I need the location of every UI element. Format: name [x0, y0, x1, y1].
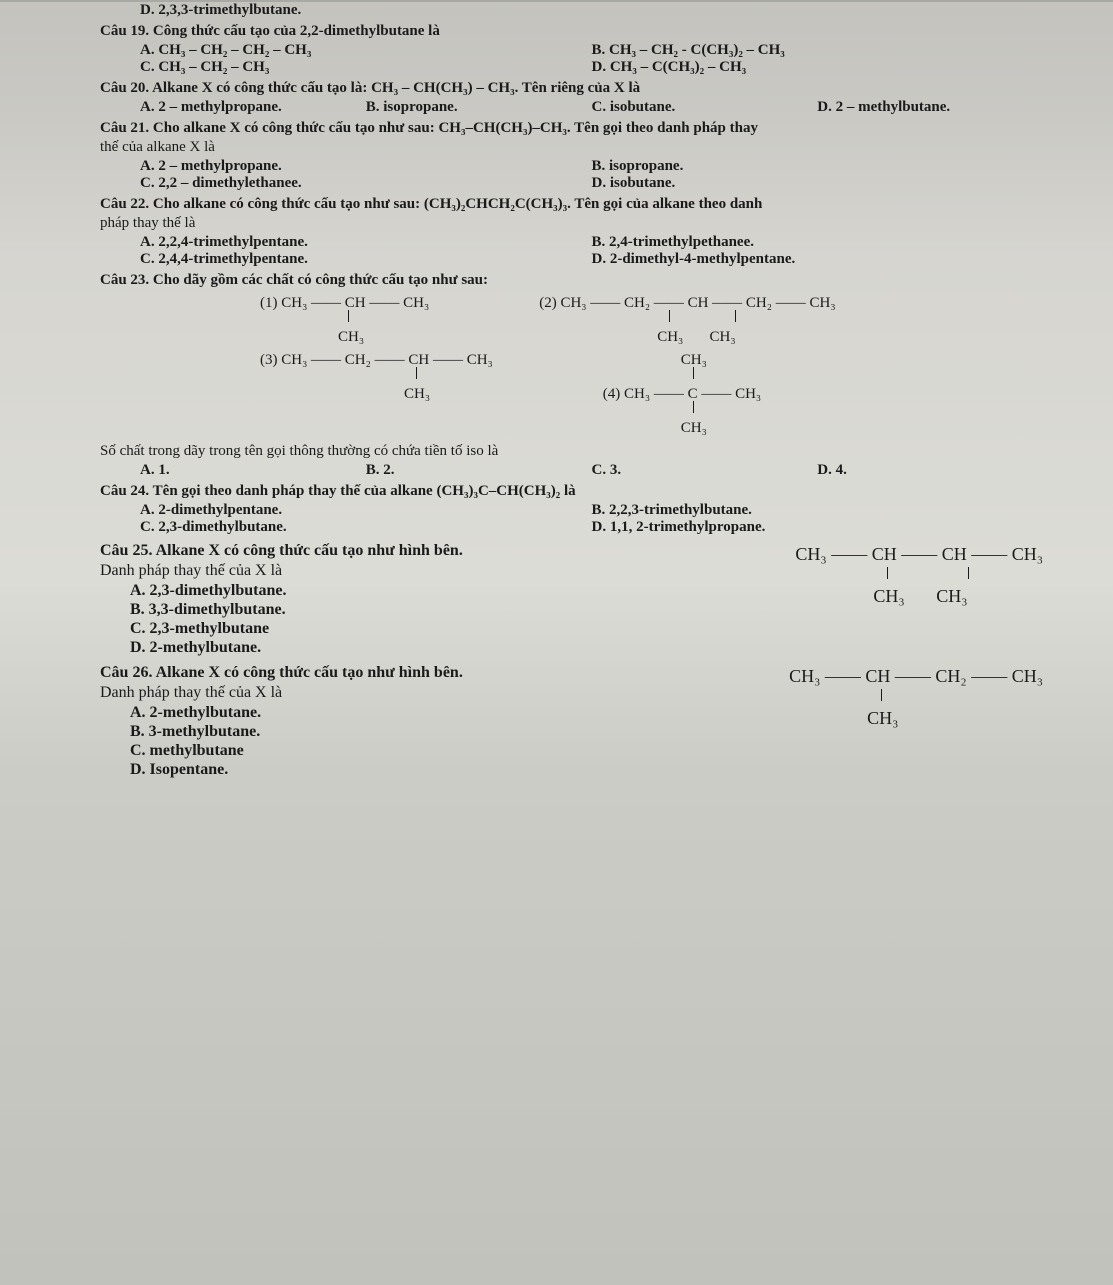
bond-tick-icon [735, 310, 737, 322]
q23-structures: (1) CH₃ —— CH —— CH₃ CH₃ (2) CH₃ —— CH₂ … [100, 295, 1043, 437]
q26-formula-branch: CH₃ [789, 708, 1043, 729]
q19-stem: Câu 19. Công thức cấu tạo của 2,2-dimeth… [100, 23, 440, 39]
q25-c: C. 2,3-methylbutane [130, 620, 269, 637]
q25-d: D. 2-methylbutane. [130, 639, 261, 656]
q23-s3-branch: CH₃ [260, 386, 430, 403]
q19-d: D. CH₃ – C(CH₃)₂ – CH₃ [592, 59, 747, 75]
q21-c: C. 2,2 – dimethylethanee. [140, 175, 302, 191]
q23-s3-main: (3) CH₃ —— CH₂ —— CH —— CH₃ [260, 352, 493, 369]
q21-b: B. isopropane. [592, 158, 684, 174]
q23-d: D. 4. [817, 462, 847, 478]
q24-b: B. 2,2,3-trimethylbutane. [592, 502, 752, 518]
q22-stem-a: Câu 22. Cho alkane có công thức cấu tạo … [100, 196, 762, 212]
q18-d-label: D. 2,3,3-trimethylbutane. [140, 2, 301, 18]
q23-struct-2: (2) CH₃ —— CH₂ —— CH —— CH₂ —— CH₃ CH₃ C… [539, 295, 835, 346]
q20: Câu 20. Alkane X có công thức cấu tạo là… [100, 80, 1043, 116]
q22-b: B. 2,4-trimethylpethanee. [592, 234, 754, 250]
bond-tick-icon [887, 567, 889, 579]
q24: Câu 24. Tên gọi theo danh pháp thay thế … [100, 483, 1043, 536]
q20-b: B. isopropane. [366, 99, 458, 115]
q22-d: D. 2-dimethyl-4-methylpentane. [592, 251, 796, 267]
bond-tick-icon [669, 310, 671, 322]
q23-struct-4: CH₃ (4) CH₃ —— C —— CH₃ CH₃ [603, 352, 761, 437]
q26-sub: Danh pháp thay thế của X là [100, 684, 282, 701]
q26-b: B. 3-methylbutane. [130, 723, 260, 740]
q21-a: A. 2 – methylpropane. [140, 158, 282, 174]
q26-d: D. Isopentane. [130, 761, 228, 778]
q24-c: C. 2,3-dimethylbutane. [140, 519, 287, 535]
q23-stem: Câu 23. Cho dãy gồm các chất có công thứ… [100, 272, 488, 288]
q26: Câu 26. Alkane X có công thức cấu tạo nh… [100, 662, 1043, 780]
bond-tick-icon [968, 567, 970, 579]
q23-s1-branch: CH₃ [260, 329, 364, 346]
q23-b: B. 2. [366, 462, 395, 478]
q25: Câu 25. Alkane X có công thức cấu tạo nh… [100, 540, 1043, 658]
q22-stem-b: pháp thay thế là [100, 215, 195, 231]
q20-d: D. 2 – methylbutane. [817, 99, 950, 115]
q25-b: B. 3,3-dimethylbutane. [130, 601, 286, 618]
q21: Câu 21. Cho alkane X có công thức cấu tạ… [100, 120, 1043, 192]
q23-s4-main: (4) CH₃ —— C —— CH₃ [603, 386, 761, 403]
q25-formula-main: CH₃ —— CH —— CH —— CH₃ [795, 544, 1043, 565]
q25-stem: Câu 25. Alkane X có công thức cấu tạo nh… [100, 542, 463, 559]
q24-stem: Câu 24. Tên gọi theo danh pháp thay thế … [100, 483, 576, 499]
q23-a: A. 1. [140, 462, 170, 478]
q25-formula: CH₃ —— CH —— CH —— CH₃ CH₃ CH₃ [755, 540, 1043, 607]
q23-s2-main: (2) CH₃ —— CH₂ —— CH —— CH₂ —— CH₃ [539, 295, 835, 312]
q19-c: C. CH₃ – CH₂ – CH₃ [140, 59, 269, 75]
q23-s2-branch: CH₃ CH₃ [539, 329, 735, 346]
q25-formula-branch: CH₃ CH₃ [795, 586, 1043, 607]
q26-c: C. methylbutane [130, 742, 244, 759]
q26-a: A. 2-methylbutane. [130, 704, 261, 721]
bond-tick-icon [693, 367, 695, 379]
bond-tick-icon [416, 367, 418, 379]
q20-c: C. isobutane. [592, 99, 676, 115]
q23-s4-top: CH₃ [603, 352, 707, 369]
q23-struct-1: (1) CH₃ —— CH —— CH₃ CH₃ [260, 295, 429, 346]
q20-a: A. 2 – methylpropane. [140, 99, 282, 115]
q24-d: D. 1,1, 2-trimethylpropane. [592, 519, 766, 535]
q22-a: A. 2,2,4-trimethylpentane. [140, 234, 308, 250]
q22-c: C. 2,4,4-trimethylpentane. [140, 251, 308, 267]
q19-a: A. CH₃ – CH₂ – CH₂ – CH₃ [140, 42, 311, 58]
q19: Câu 19. Công thức cấu tạo của 2,2-dimeth… [100, 23, 1043, 76]
q25-a: A. 2,3-dimethylbutane. [130, 582, 286, 599]
q21-stem-a: Câu 21. Cho alkane X có công thức cấu tạ… [100, 120, 758, 136]
q24-a: A. 2-dimethylpentane. [140, 502, 282, 518]
q26-formula-main: CH₃ —— CH —— CH₂ —— CH₃ [789, 666, 1043, 687]
q23: Câu 23. Cho dãy gồm các chất có công thứ… [100, 272, 1043, 479]
q26-stem: Câu 26. Alkane X có công thức cấu tạo nh… [100, 664, 463, 681]
bond-tick-icon [881, 689, 883, 701]
q25-sub: Danh pháp thay thế của X là [100, 562, 282, 579]
bond-tick-icon [348, 310, 350, 322]
q26-formula: CH₃ —— CH —— CH₂ —— CH₃ CH₃ [749, 662, 1043, 729]
q21-d: D. isobutane. [592, 175, 676, 191]
q22: Câu 22. Cho alkane có công thức cấu tạo … [100, 196, 1043, 268]
q21-stem-b: thế của alkane X là [100, 139, 215, 155]
q23-s4-branch: CH₃ [603, 420, 707, 437]
q23-ask: Số chất trong dãy trong tên gọi thông th… [100, 443, 498, 459]
q23-c: C. 3. [592, 462, 622, 478]
q23-s1-main: (1) CH₃ —— CH —— CH₃ [260, 295, 429, 312]
q20-stem: Câu 20. Alkane X có công thức cấu tạo là… [100, 80, 640, 96]
q18-option-d: D. 2,3,3-trimethylbutane. [100, 2, 1043, 19]
bond-tick-icon [693, 401, 695, 413]
q19-b: B. CH₃ – CH₂ - C(CH₃)₂ – CH₃ [592, 42, 785, 58]
q23-struct-3: (3) CH₃ —— CH₂ —— CH —— CH₃ CH₃ [260, 352, 493, 437]
